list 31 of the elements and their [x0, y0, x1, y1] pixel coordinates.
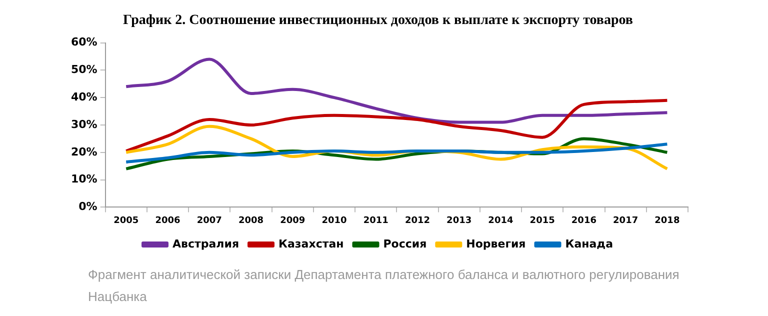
- y-tick-label: 40%: [70, 90, 98, 104]
- legend-label: Норвегия: [466, 237, 526, 250]
- x-tick-label: 2018: [654, 216, 680, 226]
- line-series: [124, 98, 669, 153]
- chart-title: График 2. Соотношение инвестиционных доходов к выплате к экспорту товаров: [123, 13, 634, 28]
- x-tick-label: 2012: [404, 216, 430, 226]
- x-tick-label: 2015: [530, 216, 555, 226]
- x-tick-label: 2010: [322, 216, 347, 226]
- legend-label: Канада: [565, 237, 613, 250]
- x-tick-label: 2008: [238, 216, 264, 226]
- x-tick-label: 2013: [446, 216, 472, 226]
- x-tick-label: 2014: [488, 216, 514, 226]
- y-tick-label: 50%: [70, 63, 98, 76]
- x-tick-label: 2006: [155, 216, 180, 226]
- x-tick-label: 2009: [280, 216, 306, 226]
- y-tick-label: 60%: [70, 36, 98, 49]
- y-tick-label: 10%: [70, 172, 98, 186]
- legend-label: Россия: [383, 237, 427, 250]
- x-tick-label: 2007: [196, 216, 222, 226]
- x-tick-label: 2017: [613, 216, 638, 226]
- y-tick-label: 30%: [70, 118, 98, 131]
- y-tick-label: 0%: [78, 200, 98, 214]
- text: Фрагмент аналитической записки Департамента платежного баланса и валютного регулирования Нацбанка: [88, 266, 680, 306]
- x-tick-label: 2016: [571, 216, 596, 226]
- legend-label: Казахстан: [278, 237, 344, 250]
- legend-label: Австралия: [172, 237, 240, 250]
- line-series: [124, 58, 669, 124]
- line-series: [124, 142, 669, 164]
- x-tick-label: 2011: [363, 216, 388, 226]
- x-tick-label: 2005: [114, 216, 139, 226]
- y-tick-label: 20%: [70, 145, 98, 158]
